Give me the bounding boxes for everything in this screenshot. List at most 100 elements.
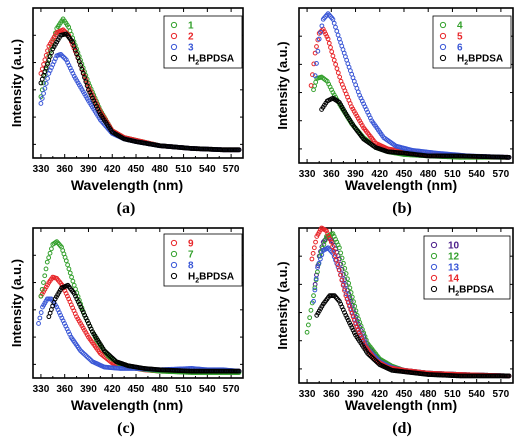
legend-label: H2BPDSA (188, 54, 234, 67)
y-axis-label: Intensity (a.u.) (275, 41, 290, 129)
data-point (347, 320, 352, 326)
x-tick-label: 510 (175, 164, 192, 175)
data-point (65, 262, 70, 268)
data-point (506, 373, 512, 379)
x-tick-label: 420 (104, 384, 121, 395)
data-point (39, 286, 45, 292)
data-point (41, 280, 46, 285)
data-point (36, 321, 41, 326)
x-tick-label: 480 (151, 164, 168, 175)
legend-label: 9 (188, 239, 194, 250)
data-point (354, 113, 360, 119)
y-axis-label: Intensity (a.u.) (9, 259, 24, 347)
legend-marker (170, 21, 178, 29)
x-tick-label: 570 (493, 389, 510, 400)
x-axis-label: Wavelength (nm) (345, 397, 457, 413)
data-point (349, 325, 355, 331)
legend-label: 13 (448, 263, 460, 274)
legend-label: 4 (457, 21, 463, 32)
panel-label: (a) (117, 200, 136, 217)
data-point (43, 52, 49, 58)
data-point (351, 108, 357, 114)
panel-label: (c) (117, 420, 135, 437)
x-tick-label: 570 (223, 164, 240, 175)
data-point (349, 294, 355, 300)
data-point (313, 239, 318, 245)
x-axis-label: Wavelength (nm) (345, 177, 457, 193)
data-point (359, 123, 365, 128)
data-point (339, 266, 345, 272)
legend-marker (170, 261, 178, 269)
plot-frame (298, 7, 514, 164)
data-point (82, 75, 87, 80)
data-point (341, 260, 346, 266)
plot-frame (298, 227, 514, 384)
data-point (333, 61, 339, 67)
legend-label: 1 (188, 21, 194, 32)
data-point (43, 266, 49, 272)
data-point (340, 282, 346, 288)
data-point (328, 45, 333, 50)
x-tick-label: 510 (444, 169, 461, 180)
data-point (310, 250, 316, 256)
legend-marker (170, 54, 178, 62)
panel-label: (b) (392, 200, 412, 217)
data-point (334, 66, 340, 71)
x-tick-label: 330 (299, 169, 316, 180)
data-point (38, 293, 44, 299)
data-point (337, 74, 343, 80)
data-point (319, 252, 325, 258)
data-point (69, 274, 74, 280)
x-tick-label: 480 (420, 389, 437, 400)
data-point (338, 250, 344, 256)
data-point (314, 61, 319, 66)
data-point (351, 299, 356, 305)
x-tick-label: 390 (80, 164, 97, 175)
data-point (343, 312, 349, 318)
panel-2: 330 360 390 420 450 480 510 540 570 Wavelength (n… (275, 7, 514, 217)
data-point (313, 276, 319, 282)
data-point (45, 48, 50, 54)
data-point (326, 40, 332, 46)
legend-marker (430, 263, 438, 271)
x-tick-label: 420 (371, 169, 388, 180)
x-tick-label: 420 (371, 389, 388, 400)
x-axis-label: Wavelength (nm) (71, 397, 183, 413)
data-point (38, 80, 44, 86)
data-point (236, 147, 242, 153)
data-point (312, 287, 318, 293)
data-point (70, 278, 76, 284)
data-point (333, 24, 338, 30)
data-point (316, 260, 322, 266)
plot-frame (32, 227, 244, 379)
panel-1: 330 360 390 420 450 480 510 540 570 Wavelength (n… (9, 7, 244, 217)
data-point (304, 329, 310, 335)
legend-marker (430, 241, 438, 249)
data-point (42, 57, 48, 63)
data-point (345, 276, 350, 282)
data-point (335, 32, 341, 38)
data-point (47, 250, 53, 256)
data-point (315, 48, 321, 54)
x-tick-label: 540 (468, 169, 485, 180)
legend-label: 7 (188, 250, 194, 261)
data-point (353, 308, 359, 314)
data-point (330, 90, 336, 95)
data-point (339, 255, 345, 261)
data-point (63, 258, 69, 264)
data-point (39, 96, 45, 101)
data-point (308, 307, 314, 313)
data-point (330, 16, 336, 22)
data-point (341, 272, 346, 277)
x-tick-label: 450 (396, 169, 413, 180)
data-point (42, 273, 48, 279)
data-point (38, 310, 44, 315)
data-point (39, 76, 45, 82)
data-point (319, 23, 325, 29)
data-point (318, 256, 323, 262)
x-tick-label: 390 (347, 169, 364, 180)
data-point (43, 81, 49, 86)
